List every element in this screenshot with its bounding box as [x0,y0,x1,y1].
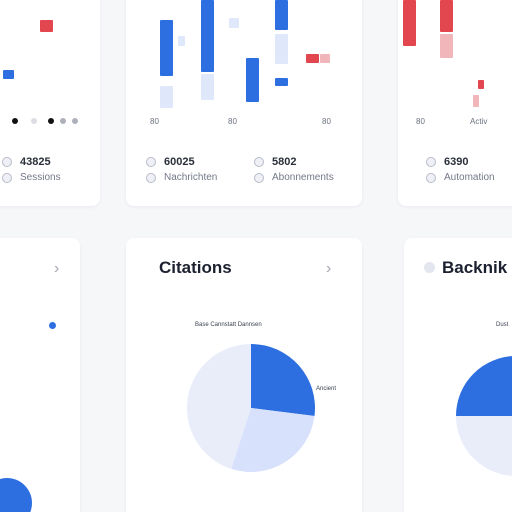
pager-dot[interactable] [72,118,78,124]
card-automation[interactable]: 80 Activ 6390 Automation [398,0,512,206]
stat-value: 60025 [164,156,195,168]
card-left-partial[interactable]: › [0,238,80,512]
bar [306,54,319,63]
pie-chart-partial [456,356,512,476]
stat-value: 5802 [272,156,297,168]
stat-row: 60025 [146,156,195,168]
bar [160,86,173,108]
stat-row: Sessions [2,172,61,183]
pager-dot[interactable] [48,118,54,124]
pager-dot[interactable] [12,118,18,124]
chart-label: Dust [496,322,509,328]
stat-label: Abonnements [272,172,334,183]
card-title: Backnik [442,258,508,277]
pie-slice [456,356,512,416]
legend-dot [49,322,56,329]
bar [275,0,288,30]
stat-value: 6390 [444,156,469,168]
axis-label: 80 [150,117,159,126]
status-circle-icon [146,157,156,167]
bar [160,20,173,76]
stat-row: 5802 [254,156,296,168]
bar [201,0,214,72]
stat-row: Nachrichten [146,172,217,183]
chart-title: Base Cannstatt Dannsen [195,322,262,328]
bar [201,74,214,100]
bar [275,34,288,64]
card-messages[interactable]: 80 80 80 60025 Nachrichten 5802 Abonneme… [126,0,362,206]
axis-label: 80 [416,117,425,126]
bar [440,0,453,32]
bar [473,95,479,107]
bar [275,78,288,86]
pager-dot[interactable] [60,118,66,124]
bar [3,70,14,79]
status-circle-icon [254,157,264,167]
chevron-right-icon[interactable]: › [326,260,332,277]
status-circle-icon [2,172,12,183]
pie-chart [187,344,315,472]
chevron-right-icon[interactable]: › [54,260,60,277]
pie-slice [251,344,315,417]
axis-label: 80 [228,117,237,126]
bar [246,58,259,102]
bar [40,20,53,32]
bar [403,0,416,46]
status-circle-icon [2,157,12,167]
bar [440,34,453,58]
legend-label: Ancient [316,386,337,392]
stat-row: Automation [426,172,495,183]
status-circle-icon [426,157,436,167]
status-circle-icon [426,172,436,183]
stat-row: 6390 [426,156,468,168]
card-backnik[interactable]: Backnik Dust [404,238,512,512]
stat-row: Abonnements [254,172,334,183]
stat-label: Automation [444,172,495,183]
status-circle-icon [146,172,156,183]
avatar [424,262,435,273]
bar [478,80,484,89]
axis-label: 80 [322,117,331,126]
card-citations[interactable]: Citations › Base Cannstatt Dannsen Ancie… [126,238,362,512]
status-circle-icon [254,172,264,183]
card-title: Citations [159,258,232,277]
card-sessions[interactable]: 43825 Sessions [0,0,100,206]
pager-dot[interactable] [31,118,37,124]
stat-label: Sessions [20,172,61,183]
stat-label: Nachrichten [164,172,218,183]
stat-value: 43825 [20,156,51,168]
bar [178,36,185,46]
pie-slice [231,408,315,472]
axis-label: Activ [470,117,488,126]
bar [320,54,330,63]
bar [229,18,239,28]
pie-slice [187,344,251,469]
stat-row: 43825 [2,156,51,168]
